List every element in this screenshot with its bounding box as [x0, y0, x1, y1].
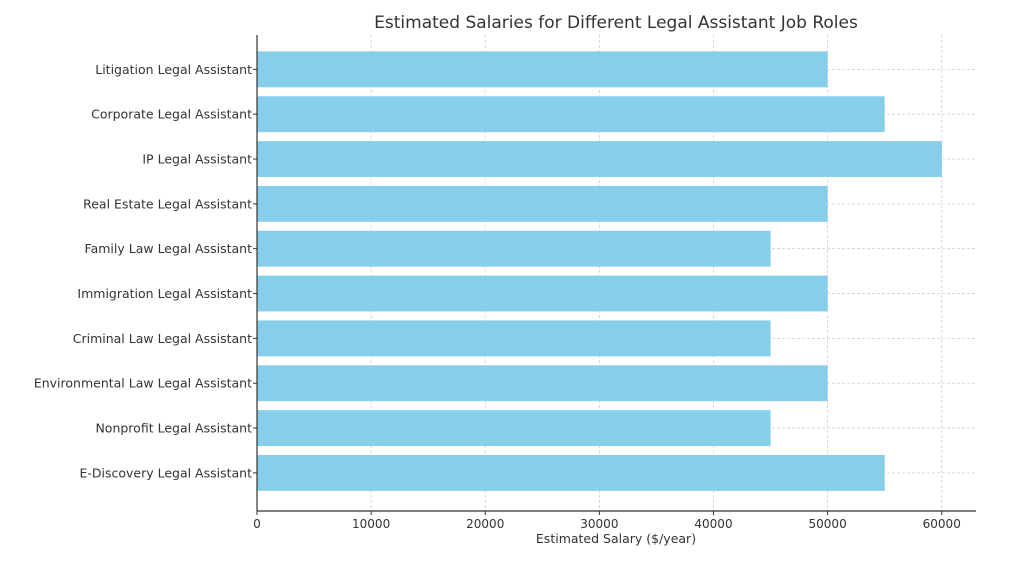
x-axis-label: Estimated Salary ($/year)	[536, 531, 696, 546]
x-tick-label: 30000	[580, 517, 618, 531]
x-tick-label: 60000	[923, 517, 961, 531]
y-tick-label: Real Estate Legal Assistant	[83, 196, 252, 211]
x-tick-label: 40000	[694, 517, 732, 531]
bar	[257, 275, 828, 312]
bar	[257, 51, 828, 88]
chart-title: Estimated Salaries for Different Legal A…	[374, 13, 858, 33]
y-tick-label: IP Legal Assistant	[142, 152, 252, 167]
y-tick-label: Family Law Legal Assistant	[85, 241, 253, 256]
x-tick-label: 20000	[466, 517, 504, 531]
bars	[257, 51, 942, 491]
y-tick-label: Litigation Legal Assistant	[95, 62, 252, 77]
y-tick-label: Criminal Law Legal Assistant	[73, 331, 252, 346]
bar	[257, 454, 885, 491]
bar	[257, 141, 942, 177]
bar	[257, 96, 885, 133]
x-tick-label: 0	[253, 517, 261, 531]
x-tick-label: 10000	[352, 517, 390, 531]
bar	[257, 230, 771, 267]
bar	[257, 410, 771, 446]
bar	[257, 320, 771, 357]
y-tick-label: Immigration Legal Assistant	[77, 286, 252, 301]
y-tick-label: Nonprofit Legal Assistant	[95, 421, 252, 436]
axes: 0 10000 20000 30000 40000 50000 60000 Litigatio…	[34, 35, 976, 531]
bar	[257, 365, 828, 402]
y-tick-label: E-Discovery Legal Assistant	[79, 465, 252, 480]
y-tick-label: Environmental Law Legal Assistant	[34, 376, 252, 391]
x-tick-label: 50000	[809, 517, 847, 531]
y-tick-label: Corporate Legal Assistant	[91, 107, 252, 122]
bar	[257, 185, 828, 222]
